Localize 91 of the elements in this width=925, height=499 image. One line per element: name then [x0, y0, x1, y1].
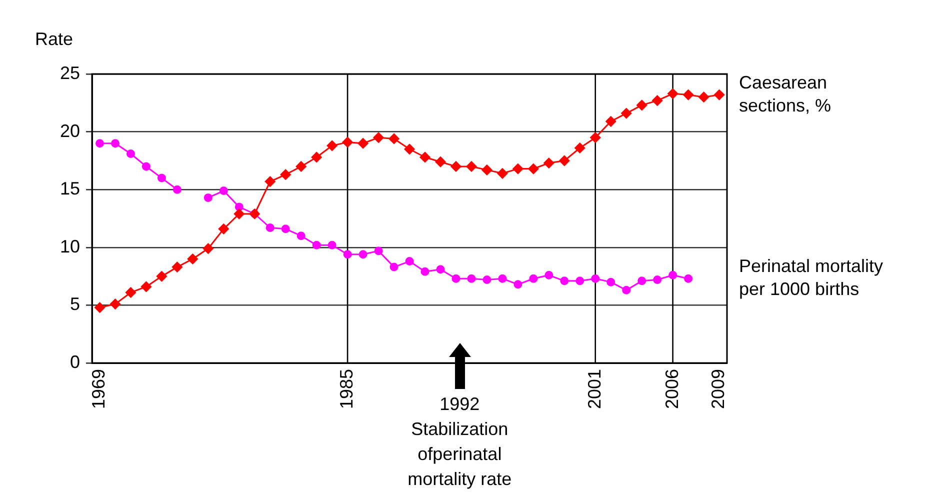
x-tick-label: 1969 — [88, 369, 109, 410]
y-axis-title: Rate — [35, 28, 74, 49]
point — [110, 139, 120, 148]
point — [342, 136, 353, 148]
point — [591, 274, 600, 283]
point — [280, 169, 291, 180]
point — [435, 156, 446, 168]
point — [94, 302, 105, 313]
point — [622, 286, 631, 294]
point — [714, 90, 725, 100]
point — [281, 224, 290, 234]
x-tick-label: 1985 — [336, 369, 357, 410]
point — [544, 158, 554, 168]
point — [140, 281, 152, 292]
y-tick-label: 25 — [60, 62, 80, 83]
point — [172, 185, 182, 194]
y-tick-label: 20 — [60, 120, 80, 141]
point — [497, 168, 508, 179]
point — [218, 224, 229, 234]
point — [126, 150, 135, 158]
point — [482, 276, 492, 284]
point — [157, 174, 166, 182]
point — [264, 176, 276, 187]
point — [652, 95, 663, 106]
point — [653, 276, 662, 284]
point — [328, 240, 336, 250]
point — [544, 270, 554, 280]
point — [684, 274, 693, 283]
text: Perinatal mortality per 1000 births — [739, 256, 884, 300]
point — [514, 280, 522, 289]
point — [204, 193, 212, 202]
point — [343, 250, 352, 259]
point — [125, 287, 136, 298]
point — [296, 232, 306, 240]
point — [296, 161, 306, 172]
point — [312, 240, 321, 250]
point — [606, 116, 616, 127]
point — [638, 276, 646, 286]
point — [404, 144, 415, 154]
x-tick-label: 2009 — [708, 369, 728, 410]
point — [374, 246, 383, 256]
y-tick-label: 15 — [60, 178, 80, 199]
point — [266, 224, 274, 232]
point — [187, 254, 198, 264]
point — [358, 138, 368, 149]
text: 1992 Stabilization ofperinatal mortality rate — [408, 394, 512, 489]
x-tick-label: 2006 — [662, 369, 682, 410]
x-tick-label: 2001 — [584, 369, 604, 410]
point — [452, 274, 460, 283]
point — [683, 90, 694, 100]
point — [576, 276, 584, 286]
point — [172, 262, 182, 272]
point — [529, 274, 538, 283]
point — [420, 152, 430, 162]
y-tick-label: 10 — [60, 236, 80, 256]
point — [574, 142, 586, 154]
point — [436, 265, 445, 274]
y-tick-label: 5 — [70, 294, 80, 314]
point — [590, 132, 601, 143]
point — [621, 108, 632, 119]
point — [142, 162, 150, 171]
point — [482, 164, 492, 176]
point — [466, 161, 477, 172]
point — [498, 274, 507, 283]
point — [156, 271, 167, 282]
point — [390, 262, 398, 272]
point — [559, 155, 570, 166]
point — [110, 298, 120, 310]
point — [560, 276, 569, 286]
point — [606, 278, 616, 286]
point — [234, 208, 244, 220]
point — [512, 164, 524, 174]
point — [420, 267, 430, 276]
point — [373, 132, 384, 143]
point — [95, 139, 104, 148]
point — [405, 257, 414, 266]
point — [358, 250, 368, 259]
point — [388, 133, 400, 144]
point — [450, 161, 462, 172]
point — [668, 88, 678, 99]
series-label: Caesarean sections, % — [739, 72, 832, 116]
point — [311, 152, 322, 162]
point — [528, 164, 539, 174]
point — [668, 270, 678, 280]
point — [219, 186, 228, 196]
point — [467, 274, 476, 283]
point — [326, 140, 338, 151]
y-tick-label: 0 — [70, 352, 80, 372]
point — [636, 100, 648, 110]
point — [202, 243, 214, 254]
point — [698, 92, 710, 102]
